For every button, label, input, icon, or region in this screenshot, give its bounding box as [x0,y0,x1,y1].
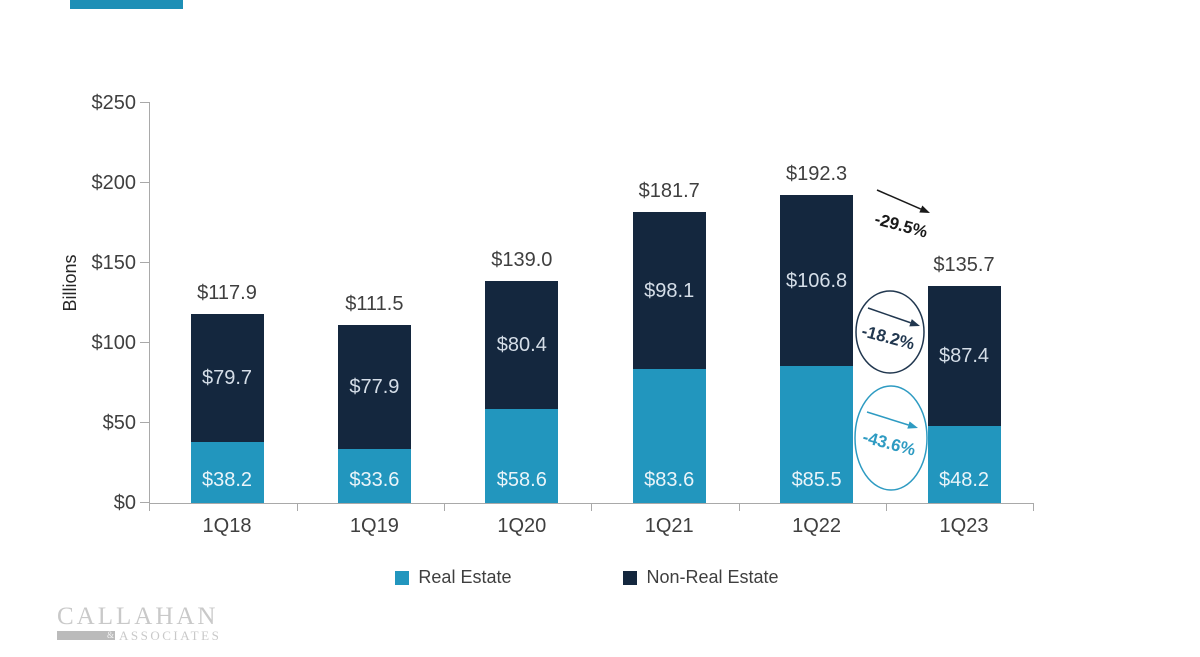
legend-item: Real Estate [395,567,511,588]
y-tick-label: $50 [102,412,136,434]
y-tick-mark [140,182,150,184]
bar-segment-real-estate [632,369,706,503]
y-tick-mark [140,342,150,344]
x-tick-mark [149,503,151,511]
bar-total-label: $135.7 [933,254,995,277]
bar-segment-real-estate [190,441,264,503]
bar-value-label-real-estate: $33.6 [349,469,400,491]
decline-arrow-icon [876,189,922,210]
company-logo: CALLAHAN & ASSOCIATES [57,603,222,643]
bar-total-label: $139.0 [491,248,553,271]
x-tick-mark [885,503,887,511]
bar-value-label-real-estate: $38.2 [201,469,253,491]
bar-total-label: $181.7 [638,180,700,203]
decline-arrow-icon-head [907,421,918,429]
decline-arrow-icon-head [909,319,920,327]
logo-bar: & [57,631,115,640]
x-tick-mark [591,503,593,511]
bar-segment-non-real-estate [485,280,559,410]
x-tick-mark [443,503,445,511]
x-axis-category-label: 1Q20 [497,515,547,537]
bar-segment-non-real-estate [927,286,1001,426]
legend-swatch-icon [623,570,638,585]
bar-value-label-real-estate: $85.5 [791,469,842,491]
decline-arrow-icon-head [919,205,930,213]
bar-value-label-non-real-estate: $79.7 [201,367,253,390]
y-tick-mark [140,422,150,424]
bar-total-label: $192.3 [786,163,848,186]
y-tick-label: $200 [91,172,137,194]
bar-segment-non-real-estate [780,195,854,367]
x-axis-category-label: 1Q23 [939,515,989,537]
bar-total-label: $117.9 [197,282,257,305]
legend-swatch-icon [395,570,410,585]
y-tick-mark [140,502,150,504]
y-tick-label: $150 [91,252,137,274]
y-axis-line [149,103,150,503]
accent-bar [70,0,183,9]
bar-value-label-real-estate: $48.2 [938,469,990,491]
x-axis-category-label: 1Q18 [202,515,252,537]
logo-name: CALLAHAN [57,603,219,630]
x-axis-category-label: 1Q21 [644,515,694,537]
decline-arrow-icon [866,411,909,426]
y-tick-label: $0 [113,492,136,514]
bar-segment-real-estate [927,425,1001,503]
logo-suffix: ASSOCIATES [119,627,222,643]
logo-ampersand: & [106,630,114,640]
y-tick-label: $100 [91,332,137,354]
bar-value-label-non-real-estate: $80.4 [496,333,547,356]
bar-segment-non-real-estate [632,212,706,370]
decline-arrow-icon [867,307,911,324]
legend-label: Non-Real Estate [646,567,779,587]
bar-segment-non-real-estate [337,324,411,450]
bar-value-label-non-real-estate: $98.1 [644,279,695,302]
annotation-ellipse [855,290,925,374]
bar-total-label: $111.5 [345,292,404,315]
x-tick-mark [296,503,298,511]
y-tick-mark [140,102,150,104]
annotation-ellipse [854,385,928,491]
chart-legend: Real Estate Non-Real Estate [0,567,1174,588]
bar-segment-real-estate [485,409,559,503]
x-axis-category-label: 1Q22 [792,515,842,537]
bar-value-label-real-estate: $58.6 [496,469,547,491]
legend-item: Non-Real Estate [623,567,779,588]
bar-value-label-real-estate: $83.6 [644,469,695,491]
bar-value-label-non-real-estate: $87.4 [938,344,990,367]
logo-row: & ASSOCIATES [57,627,222,643]
x-tick-mark [1033,503,1035,511]
y-tick-mark [140,262,150,264]
bar-segment-real-estate [337,449,411,503]
bar-segment-real-estate [780,366,854,503]
legend-label: Real Estate [418,567,512,587]
bar-value-label-non-real-estate: $77.9 [349,375,400,398]
x-axis-category-label: 1Q19 [349,515,399,537]
x-tick-mark [738,503,740,511]
bar-value-label-non-real-estate: $106.8 [786,269,848,292]
y-tick-label: $250 [91,92,137,114]
bar-segment-non-real-estate [190,314,264,442]
